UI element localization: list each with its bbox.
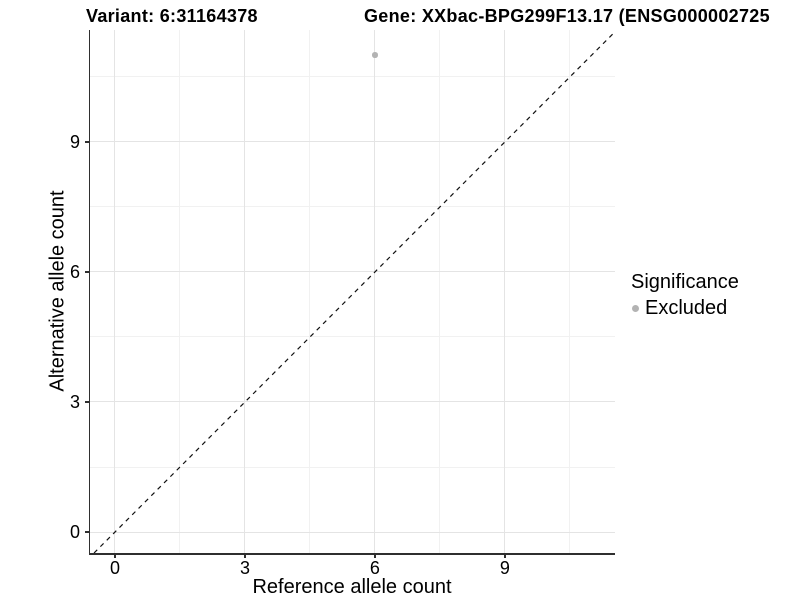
x-minor-gridline [309,30,311,553]
x-minor-gridline [439,30,441,553]
excluded-point-icon [632,305,639,312]
y-tick-label: 3 [69,391,80,412]
x-tick-label: 0 [109,558,120,578]
legend-item-label: Excluded [645,297,728,319]
y-minor-gridline [90,466,615,468]
data-point-excluded [372,52,378,58]
gene-title: Gene: XXbac-BPG299F13.17 (ENSG000002725 [364,6,770,26]
y-tick-label: 6 [69,261,80,282]
x-minor-gridline [179,30,181,553]
x-axis-line [88,553,615,555]
legend-title: Significance [631,271,739,293]
y-tick-label: 0 [69,522,80,543]
identity-dashed-line [93,31,615,553]
legend: Significance Excluded [631,271,739,320]
y-tick-mark [85,141,90,143]
x-tick-mark [114,553,116,558]
y-major-gridline [90,401,615,403]
y-minor-gridline [90,206,615,208]
x-major-gridline [374,30,376,553]
x-tick-mark [374,553,376,558]
y-major-gridline [90,141,615,143]
x-major-gridline [244,30,246,553]
x-tick-label: 6 [369,558,380,578]
y-major-gridline [90,271,615,273]
y-minor-gridline [90,336,615,338]
y-axis-title: Alternative allele count [46,190,69,392]
y-major-gridline [90,531,615,533]
x-major-gridline [504,30,506,553]
x-tick-label: 9 [499,558,510,578]
x-tick-mark [504,553,506,558]
x-minor-gridline [569,30,571,553]
x-tick-mark [244,553,246,558]
y-tick-mark [85,401,90,403]
y-tick-mark [85,531,90,533]
x-tick-label: 3 [239,558,250,578]
x-major-gridline [114,30,116,553]
variant-title: Variant: 6:31164378 [86,6,258,26]
y-tick-label: 9 [69,131,80,152]
y-minor-gridline [90,76,615,78]
y-tick-mark [85,271,90,273]
y-axis-line [88,30,90,554]
plot-panel [88,30,615,555]
legend-item-excluded: Excluded [632,297,739,320]
x-axis-title: Reference allele count [252,576,452,598]
